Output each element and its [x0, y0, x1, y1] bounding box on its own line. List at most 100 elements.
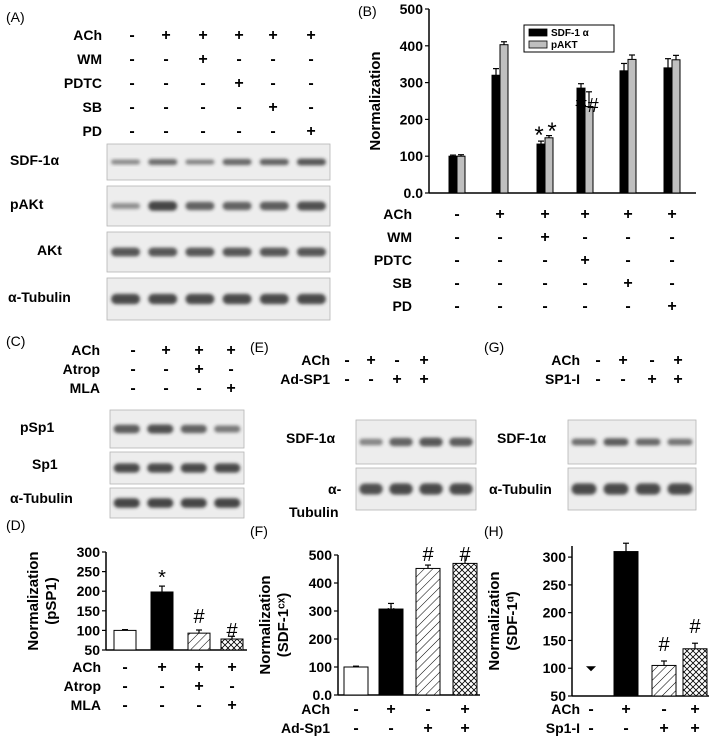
- sign-b-2-0: -: [454, 252, 459, 269]
- chart-b-bar-1-3: [584, 106, 594, 194]
- band-sdf1a-e-2: [419, 437, 443, 447]
- blot-tubulin-c: [109, 487, 245, 519]
- sign-a-3-2: -: [200, 99, 205, 116]
- sign-f-1-2: +: [423, 720, 432, 737]
- blot-psp1-c: [109, 409, 245, 449]
- sign-b-0-1: +: [495, 206, 504, 223]
- chart-f-tick-label-1: 100: [309, 659, 333, 675]
- sign-a-1-1: -: [163, 51, 168, 68]
- sign-b-3-5: -: [669, 275, 674, 292]
- band-tubulin-c-2: [180, 498, 207, 508]
- sign-b-1-4: -: [625, 229, 630, 246]
- sign-a-4-3: -: [236, 123, 241, 140]
- chart-d-tick-label-1: 100: [77, 622, 101, 638]
- sign-h-1-3: +: [690, 720, 699, 737]
- sign-a-1-2: +: [198, 51, 207, 68]
- row-label-e-0: ACh: [301, 352, 330, 368]
- sign-a-0-3: +: [234, 27, 243, 44]
- row-label-b-2: PDTC: [374, 252, 412, 268]
- sign-h-0-2: -: [661, 701, 666, 718]
- sign-e-0-1: +: [366, 352, 375, 369]
- band-pakt-a-5: [296, 201, 326, 211]
- sign-h-1-2: +: [659, 720, 668, 737]
- row-label-f-1: Ad-Sp1: [281, 720, 330, 736]
- sign-d-0-0: -: [122, 659, 127, 676]
- band-sdf1a-g-3: [667, 438, 693, 446]
- chart-f-bar-0-2: [415, 567, 441, 696]
- sign-b-3-2: -: [542, 275, 547, 292]
- blot-akt-a: [106, 231, 331, 273]
- band-sdf1a-a-5: [296, 158, 326, 166]
- sign-g-1-0: -: [595, 371, 600, 388]
- chart-b-legend-label-1: pAKT: [551, 40, 578, 51]
- panel-letter-c: (C): [6, 333, 25, 349]
- band-sdf1a-e-1: [389, 437, 413, 447]
- sign-f-1-3: +: [460, 720, 469, 737]
- chart-h-tick-label-3: 200: [543, 605, 567, 621]
- sign-e-1-2: +: [392, 371, 401, 388]
- sign-a-4-1: -: [163, 123, 168, 140]
- sign-b-3-0: -: [454, 275, 459, 292]
- blot-sp1-c: [109, 451, 245, 485]
- band-tubulin-c-3: [214, 498, 241, 508]
- sign-c-0-2: +: [194, 342, 203, 359]
- sign-b-4-3: -: [582, 298, 587, 315]
- sign-h-1-1: -: [623, 720, 628, 737]
- sign-a-3-3: -: [236, 99, 241, 116]
- chart-f-tick-label-0: 0.0: [313, 687, 333, 703]
- chart-b-bar-1-1: [499, 44, 509, 194]
- sign-b-0-5: +: [667, 206, 676, 223]
- band-sdf1a-e-3: [449, 437, 473, 447]
- band-psp1-c-0: [113, 424, 140, 434]
- sign-g-1-2: +: [647, 371, 656, 388]
- row-label-a-1: WM: [77, 51, 102, 67]
- row-label-h-0: ACh: [551, 701, 580, 717]
- chart-b-legend-swatch-0: [528, 28, 548, 37]
- chart-d: 50 100 150 200 250 300 Normalization (pSP1) * # #: [25, 544, 247, 658]
- sign-h-0-0: -: [588, 701, 593, 718]
- sign-a-2-1: -: [163, 75, 168, 92]
- sign-b-1-2: +: [540, 229, 549, 246]
- chart-f-annotation-0: *: [387, 603, 395, 625]
- blot-sdf1a-a: [106, 143, 331, 181]
- western-blots: [106, 143, 697, 519]
- band-sp1-c-2: [180, 463, 207, 473]
- panel-letter-e: (E): [250, 339, 269, 355]
- row-label-c-1: Atrop: [63, 361, 100, 377]
- row-label-a-0: ACh: [73, 27, 102, 43]
- chart-b-bar-0-0: [448, 155, 458, 194]
- row-label-d-0: ACh: [72, 659, 101, 675]
- sign-b-4-4: -: [625, 298, 630, 315]
- chart-b-annotation-2: #: [575, 93, 587, 115]
- sign-b-2-4: -: [625, 252, 630, 269]
- chart-h-bar-0-3: [682, 648, 708, 697]
- chart-b-annotation-1: *: [547, 118, 556, 145]
- blot-bg-tubulin-a: [106, 277, 331, 321]
- blot-label-tubulin-c: α-Tubulin: [10, 490, 73, 506]
- row-label-d-1: Atrop: [64, 678, 101, 694]
- sign-d-2-1: -: [159, 697, 164, 714]
- sign-e-1-1: -: [368, 371, 373, 388]
- chart-h-tick-label-4: 250: [543, 577, 567, 593]
- panel-letter-f: (F): [250, 523, 268, 539]
- band-sdf1a-a-0: [111, 159, 141, 165]
- sign-a-1-5: -: [308, 51, 313, 68]
- sign-c-2-3: +: [226, 380, 235, 397]
- sign-c-1-2: +: [194, 361, 203, 378]
- band-pakt-a-1: [148, 201, 178, 211]
- chart-d-tick-label-3: 200: [77, 583, 101, 599]
- sign-d-0-1: +: [157, 659, 166, 676]
- chart-b-tick-label-2: 200: [400, 111, 424, 127]
- sign-c-2-0: -: [130, 380, 135, 397]
- chart-b-legend-swatch-1: [528, 40, 548, 49]
- sign-d-0-3: +: [227, 659, 236, 676]
- band-sdf1a-a-4: [259, 158, 289, 166]
- band-akt-a-4: [259, 247, 289, 257]
- sign-g-0-3: +: [673, 352, 682, 369]
- band-psp1-c-1: [147, 424, 174, 434]
- sign-h-0-3: +: [690, 701, 699, 718]
- chart-h-ylabel-2: (SDF-1ᵅ): [504, 591, 521, 650]
- panel-letter-g: (G): [484, 339, 504, 355]
- sign-c-1-1: -: [163, 361, 168, 378]
